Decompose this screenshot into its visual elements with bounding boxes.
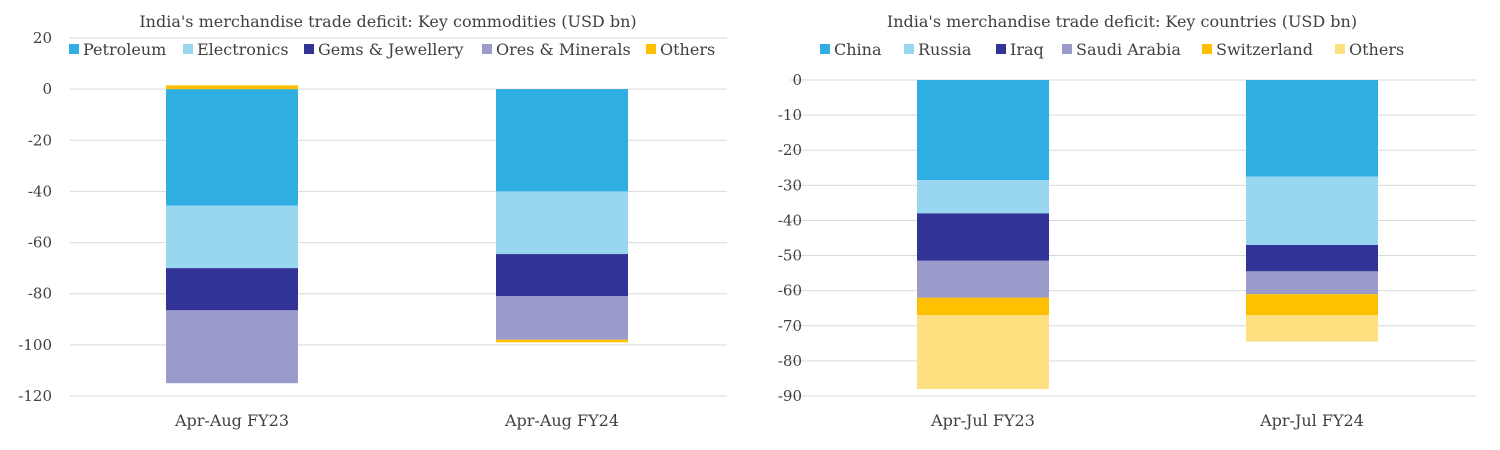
bar-segment-switzerland (1246, 294, 1378, 316)
y-tick-label: 0 (792, 71, 802, 89)
legend-label: China (834, 40, 882, 59)
bar-segment-china (1246, 80, 1378, 177)
bar-segment-saudi-arabia (1246, 271, 1378, 295)
y-tick-label: 0 (42, 80, 52, 98)
legend-label: Saudi Arabia (1076, 40, 1181, 59)
legend-swatch-petroleum (69, 44, 79, 54)
bar-segment-petroleum (496, 89, 628, 192)
bar-segment-gems-jewellery (496, 254, 628, 297)
y-tick-label: -40 (28, 182, 52, 200)
bar-segment-iraq (1246, 245, 1378, 272)
legend-label: Russia (918, 40, 972, 59)
y-tick-label: -120 (18, 387, 52, 405)
x-category-label: Apr-Jul FY24 (1259, 411, 1364, 430)
bar-segment-others (166, 85, 298, 90)
y-tick-label: -50 (778, 247, 802, 265)
bar-segment-petroleum (166, 89, 298, 206)
x-category-label: Apr-Jul FY23 (930, 411, 1035, 430)
legend-label: Petroleum (83, 40, 166, 59)
legend-label: Electronics (197, 40, 289, 59)
legend-label: Iraq (1010, 40, 1044, 59)
bar-segment-electronics (166, 205, 298, 269)
bar-segment-russia (1246, 176, 1378, 246)
legend-swatch-others (1335, 44, 1345, 54)
bar-segment-iraq (917, 213, 1049, 261)
legend-label: Gems & Jewellery (318, 40, 463, 59)
y-tick-label: -100 (18, 336, 52, 354)
bar-segment-saudi-arabia (917, 260, 1049, 298)
bar-segment-russia (917, 180, 1049, 214)
chart-title: India's merchandise trade deficit: Key c… (887, 12, 1357, 31)
chart-commodities: India's merchandise trade deficit: Key c… (18, 12, 727, 430)
y-tick-label: -80 (28, 285, 52, 303)
y-tick-label: -20 (778, 141, 802, 159)
legend-swatch-gems-jewellery (304, 44, 314, 54)
y-tick-label: -60 (778, 282, 802, 300)
y-tick-label: -60 (28, 234, 52, 252)
legend-swatch-saudi-arabia (1062, 44, 1072, 54)
legend-label: Ores & Minerals (496, 40, 631, 59)
x-category-label: Apr-Aug FY23 (174, 411, 289, 430)
y-tick-label: -70 (778, 317, 802, 335)
legend-label: Others (1349, 40, 1404, 59)
legend-swatch-russia (904, 44, 914, 54)
legend-label: Others (660, 40, 715, 59)
bar-segment-others (1246, 315, 1378, 342)
y-tick-label: -30 (778, 176, 802, 194)
bar-segment-ores-minerals (496, 296, 628, 340)
legend-swatch-electronics (183, 44, 193, 54)
bar-segment-gems-jewellery (166, 268, 298, 311)
legend-label: Switzerland (1216, 40, 1313, 59)
y-tick-label: -40 (778, 211, 802, 229)
legend-swatch-iraq (996, 44, 1006, 54)
y-tick-label: -20 (28, 131, 52, 149)
chart-countries: India's merchandise trade deficit: Key c… (778, 12, 1476, 430)
legend-swatch-china (820, 44, 830, 54)
bar-segment-switzerland (917, 297, 1049, 316)
chart-title: India's merchandise trade deficit: Key c… (139, 12, 636, 31)
legend-swatch-switzerland (1202, 44, 1212, 54)
legend-swatch-others (646, 44, 656, 54)
bar-segment-china (917, 80, 1049, 181)
legend-swatch-ores-minerals (482, 44, 492, 54)
x-category-label: Apr-Aug FY24 (504, 411, 619, 430)
y-tick-label: -10 (778, 106, 802, 124)
y-tick-label: -90 (778, 387, 802, 405)
bar-segment-others (496, 339, 628, 343)
bar-segment-ores-minerals (166, 310, 298, 384)
y-tick-label: 20 (33, 29, 52, 47)
y-tick-label: -80 (778, 352, 802, 370)
bar-segment-electronics (496, 191, 628, 255)
bar-segment-others (917, 315, 1049, 389)
